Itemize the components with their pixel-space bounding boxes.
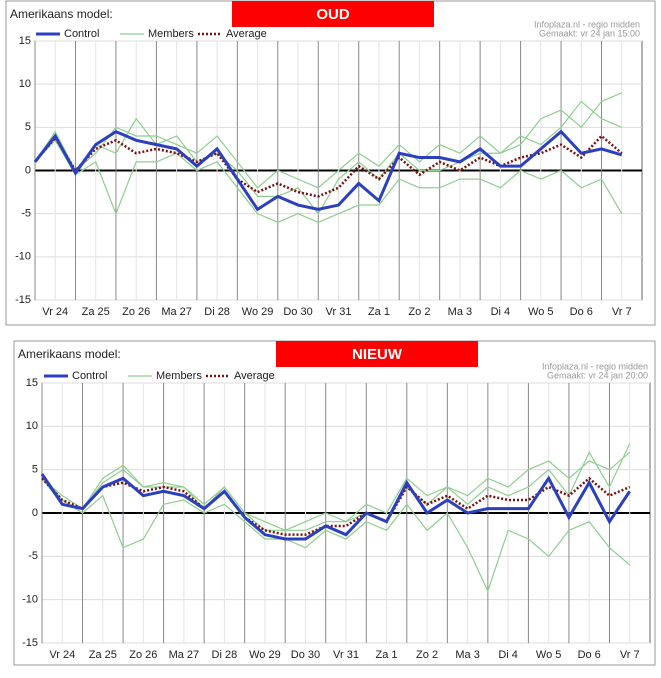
legend-label: Control (72, 370, 107, 382)
x-tick-label: Zo 2 (408, 306, 430, 318)
x-tick-label: Di 28 (204, 306, 230, 318)
y-tick-label: 15 (19, 35, 31, 47)
x-tick-label: Vr 31 (326, 306, 352, 318)
x-tick-label: Do 30 (283, 306, 312, 318)
y-tick-label: -10 (22, 594, 38, 606)
x-tick-label: Za 25 (89, 649, 117, 661)
average-line (34, 134, 623, 198)
x-tick-label: Do 6 (578, 649, 601, 661)
y-tick-label: 5 (25, 121, 31, 133)
x-tick-label: Vr 31 (333, 649, 359, 661)
x-tick-label: Vr 7 (612, 306, 632, 318)
y-tick-label: 5 (32, 464, 38, 476)
banner-text: NIEUW (352, 346, 403, 363)
made: Gemaakt: vr 24 jan 15:00 (539, 28, 640, 38)
x-tick-label: Do 30 (291, 649, 320, 661)
x-tick-label: Zo 26 (122, 306, 150, 318)
x-tick-label: Vr 24 (42, 306, 68, 318)
legend-label: Control (64, 28, 99, 40)
control-line (40, 473, 631, 541)
y-tick-label: 15 (26, 377, 38, 389)
y-tick-label: -15 (15, 294, 31, 306)
member-line (34, 92, 623, 189)
legend-label: Members (156, 370, 202, 382)
x-tick-label: Zo 2 (416, 649, 438, 661)
y-tick-label: -10 (15, 251, 31, 263)
x-tick-label: Wo 5 (536, 649, 561, 661)
banner (232, 1, 434, 27)
x-tick-label: Ma 3 (455, 649, 479, 661)
x-tick-label: Vr 24 (49, 649, 75, 661)
member-line (34, 100, 623, 215)
x-tick-label: Zo 26 (129, 649, 157, 661)
member-line (34, 139, 623, 223)
x-tick-label: Za 25 (82, 306, 110, 318)
x-tick-label: Ma 27 (169, 649, 200, 661)
banner (276, 341, 478, 367)
x-tick-label: Di 28 (212, 649, 238, 661)
x-tick-label: Za 1 (368, 306, 390, 318)
y-tick-label: -15 (22, 637, 38, 649)
x-tick-label: Ma 27 (161, 306, 192, 318)
y-tick-label: 0 (32, 507, 38, 519)
x-tick-label: Di 4 (498, 649, 518, 661)
member-line (41, 473, 631, 593)
made: Gemaakt: vr 24 jan 20:00 (547, 370, 648, 380)
chart-title: Amerikaans model: (10, 7, 113, 21)
x-tick-label: Vr 7 (620, 649, 640, 661)
y-tick-label: 0 (25, 164, 31, 176)
chart-title: Amerikaans model: (18, 347, 121, 361)
x-tick-label: Wo 29 (249, 649, 281, 661)
source: Infoplaza.nl - regio midden (534, 19, 640, 29)
legend-label: Average (234, 370, 275, 382)
y-tick-label: -5 (28, 550, 38, 562)
x-tick-label: Za 1 (376, 649, 398, 661)
x-tick-label: Di 4 (491, 306, 511, 318)
legend-label: Average (226, 28, 267, 40)
member-line (41, 443, 631, 531)
y-tick-label: 10 (26, 420, 38, 432)
control-line (33, 129, 623, 212)
y-tick-label: -5 (21, 208, 31, 220)
average-line (41, 476, 631, 536)
legend-label: Members (148, 28, 194, 40)
x-tick-label: Wo 29 (242, 306, 274, 318)
y-tick-label: 10 (19, 78, 31, 90)
source: Infoplaza.nl - regio midden (542, 361, 648, 371)
x-tick-label: Wo 5 (528, 306, 553, 318)
banner-text: OUD (316, 6, 350, 23)
x-tick-label: Do 6 (570, 306, 593, 318)
x-tick-label: Ma 3 (448, 306, 472, 318)
